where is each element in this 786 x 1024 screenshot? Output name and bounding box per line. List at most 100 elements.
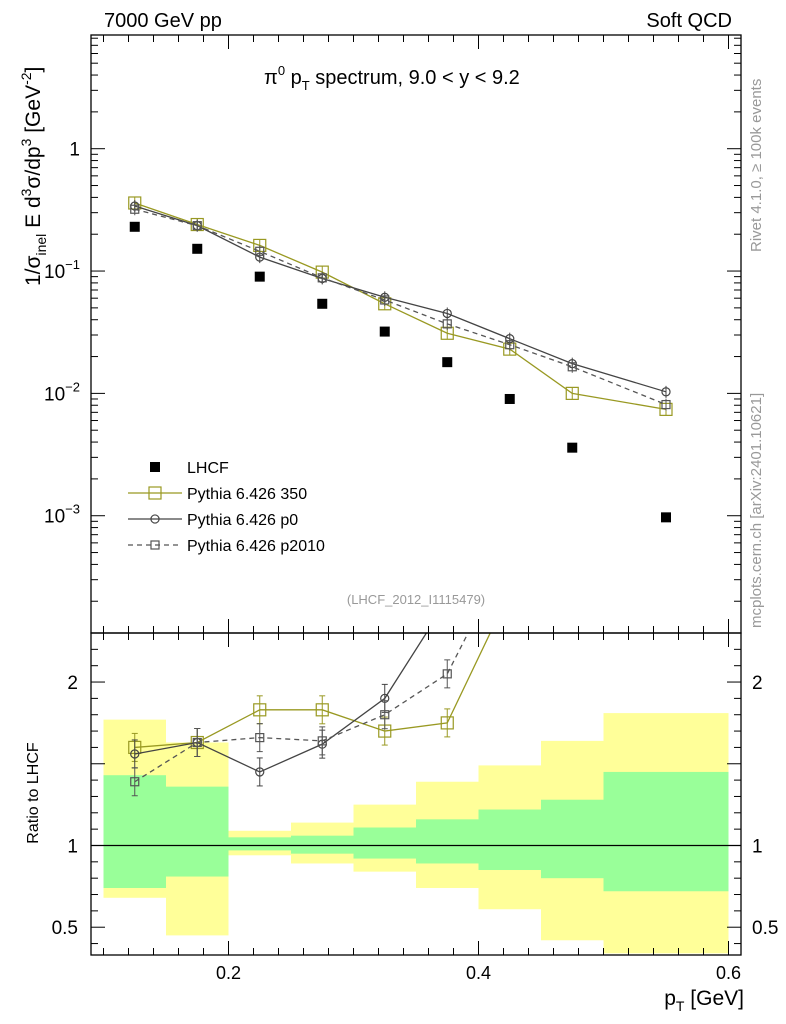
y-tick-label: 10−3 [44, 502, 80, 528]
ratio-panel-frame [90, 632, 742, 956]
x-tick-label: 0.2 [216, 963, 241, 983]
y-tick-label: 1 [69, 140, 80, 161]
data-point [661, 387, 671, 397]
inner-band-bin [353, 827, 416, 859]
rivet-version-label: Rivet 4.1.0, ≥ 100k events [748, 79, 765, 252]
ratio-point [568, 466, 576, 474]
data-point [565, 386, 579, 400]
title-p: p [285, 67, 302, 89]
y-axis-label: 1/σinel E d3σ/dp3 [GeV-2] [18, 67, 49, 286]
data-point [661, 399, 671, 410]
ratio-point [255, 733, 265, 743]
data-point [255, 246, 265, 256]
legend-entry: Pythia 6.426 p2010 [128, 538, 325, 555]
title-T: T [302, 78, 310, 93]
data-point [254, 271, 265, 282]
ylabel-part: 3 [18, 138, 34, 146]
y-tick-label: 10−1 [44, 257, 80, 283]
inner-band-bin [291, 835, 354, 854]
data-point [380, 295, 390, 305]
x-tick-label: 0.4 [466, 963, 491, 983]
data-point [192, 221, 202, 231]
series-lhcf [129, 221, 671, 523]
legend-entry: Pythia 6.426 350 [128, 486, 307, 503]
ratio-point [566, 545, 578, 557]
data-point [442, 308, 452, 319]
data-point [661, 512, 671, 523]
mcplots-label: mcplots.cern.ch [arXiv:2401.10621] [748, 393, 765, 628]
legend-label: LHCF [187, 460, 229, 477]
title-zero: 0 [278, 63, 285, 78]
ylabel-part: 3 [18, 188, 34, 196]
data-point [379, 326, 390, 337]
data-point [129, 221, 140, 232]
data-point [505, 340, 515, 350]
data-point [442, 319, 452, 329]
ratio-point [660, 464, 672, 476]
legend-entry: Pythia 6.426 p0 [128, 512, 298, 529]
ylabel-part: 1/σ [22, 255, 45, 286]
legend-label: Pythia 6.426 p2010 [187, 538, 325, 555]
ratio-point [315, 703, 329, 717]
legend: LHCF Pythia 6.426 350 Pythia 6.426 p0 Pythi… [128, 460, 325, 555]
ratio-axis-label: Ratio to LHCF [25, 742, 42, 844]
energy-label: 7000 GeV pp [104, 10, 222, 32]
y-tick-exponent: −1 [65, 257, 80, 272]
x-tick-label: 0.6 [716, 963, 741, 983]
legend-marker [150, 514, 160, 524]
x-axis-label: pT [GeV] [664, 987, 744, 1014]
ratio-point [380, 710, 390, 720]
data-point [567, 442, 578, 453]
y-tick-exponent: −3 [65, 502, 80, 517]
ratio-point [317, 736, 327, 746]
inner-band-bin [228, 837, 291, 851]
series-line [134, 208, 667, 406]
ratio-pythia-6-426-p2010 [130, 466, 670, 797]
data-point [192, 243, 203, 254]
data-point [567, 362, 577, 372]
series-layer [128, 196, 673, 523]
ratio-tick-label-left: 1 [67, 836, 78, 857]
y-tick-label: 10−2 [44, 379, 80, 405]
inner-band-bin [166, 786, 229, 877]
y-tick-base: 10 [44, 384, 65, 405]
inner-band-bin [478, 809, 541, 871]
ratio-point [506, 547, 514, 555]
data-point [317, 298, 328, 309]
ylabel-part: ] [22, 67, 45, 73]
ylabel-part: [GeV [22, 85, 45, 139]
data-point [442, 357, 453, 368]
ratio-tick-label-right: 0.5 [752, 918, 778, 939]
ratio-series-layer [128, 464, 672, 797]
title-pi: π [264, 67, 278, 89]
ylabel-part: -2 [18, 72, 34, 85]
ratio-point [442, 669, 452, 679]
xlabel-p: p [664, 987, 676, 1010]
xlabel-unit: [GeV] [684, 987, 744, 1010]
inner-band-bin [541, 799, 604, 879]
ratio-point [662, 466, 670, 474]
ratio-tick-label-right: 1 [752, 836, 763, 857]
analysis-label: (LHCF_2012_I1115479) [347, 592, 485, 607]
data-point [130, 204, 140, 214]
ylabel-part: σ/dp [22, 146, 45, 188]
inner-band-bin [416, 819, 479, 864]
series-line [134, 205, 667, 393]
legend-label: Pythia 6.426 350 [187, 486, 307, 503]
ylabel-part: E d [22, 196, 45, 233]
legend-entry: LHCF [150, 460, 229, 477]
y-tick-exponent: −2 [65, 379, 80, 394]
legend-label: Pythia 6.426 p0 [187, 512, 298, 529]
data-point [317, 273, 327, 283]
ratio-pythia-6-426-p0 [130, 633, 428, 787]
category-label: Soft QCD [646, 10, 732, 32]
ratio-point [130, 777, 140, 787]
ratio-point [130, 749, 140, 759]
y-tick-base: 10 [44, 262, 65, 283]
legend-marker [148, 486, 162, 500]
ylabel-part: inel [33, 234, 49, 256]
legend-marker [150, 540, 160, 550]
ratio-point [255, 767, 265, 777]
